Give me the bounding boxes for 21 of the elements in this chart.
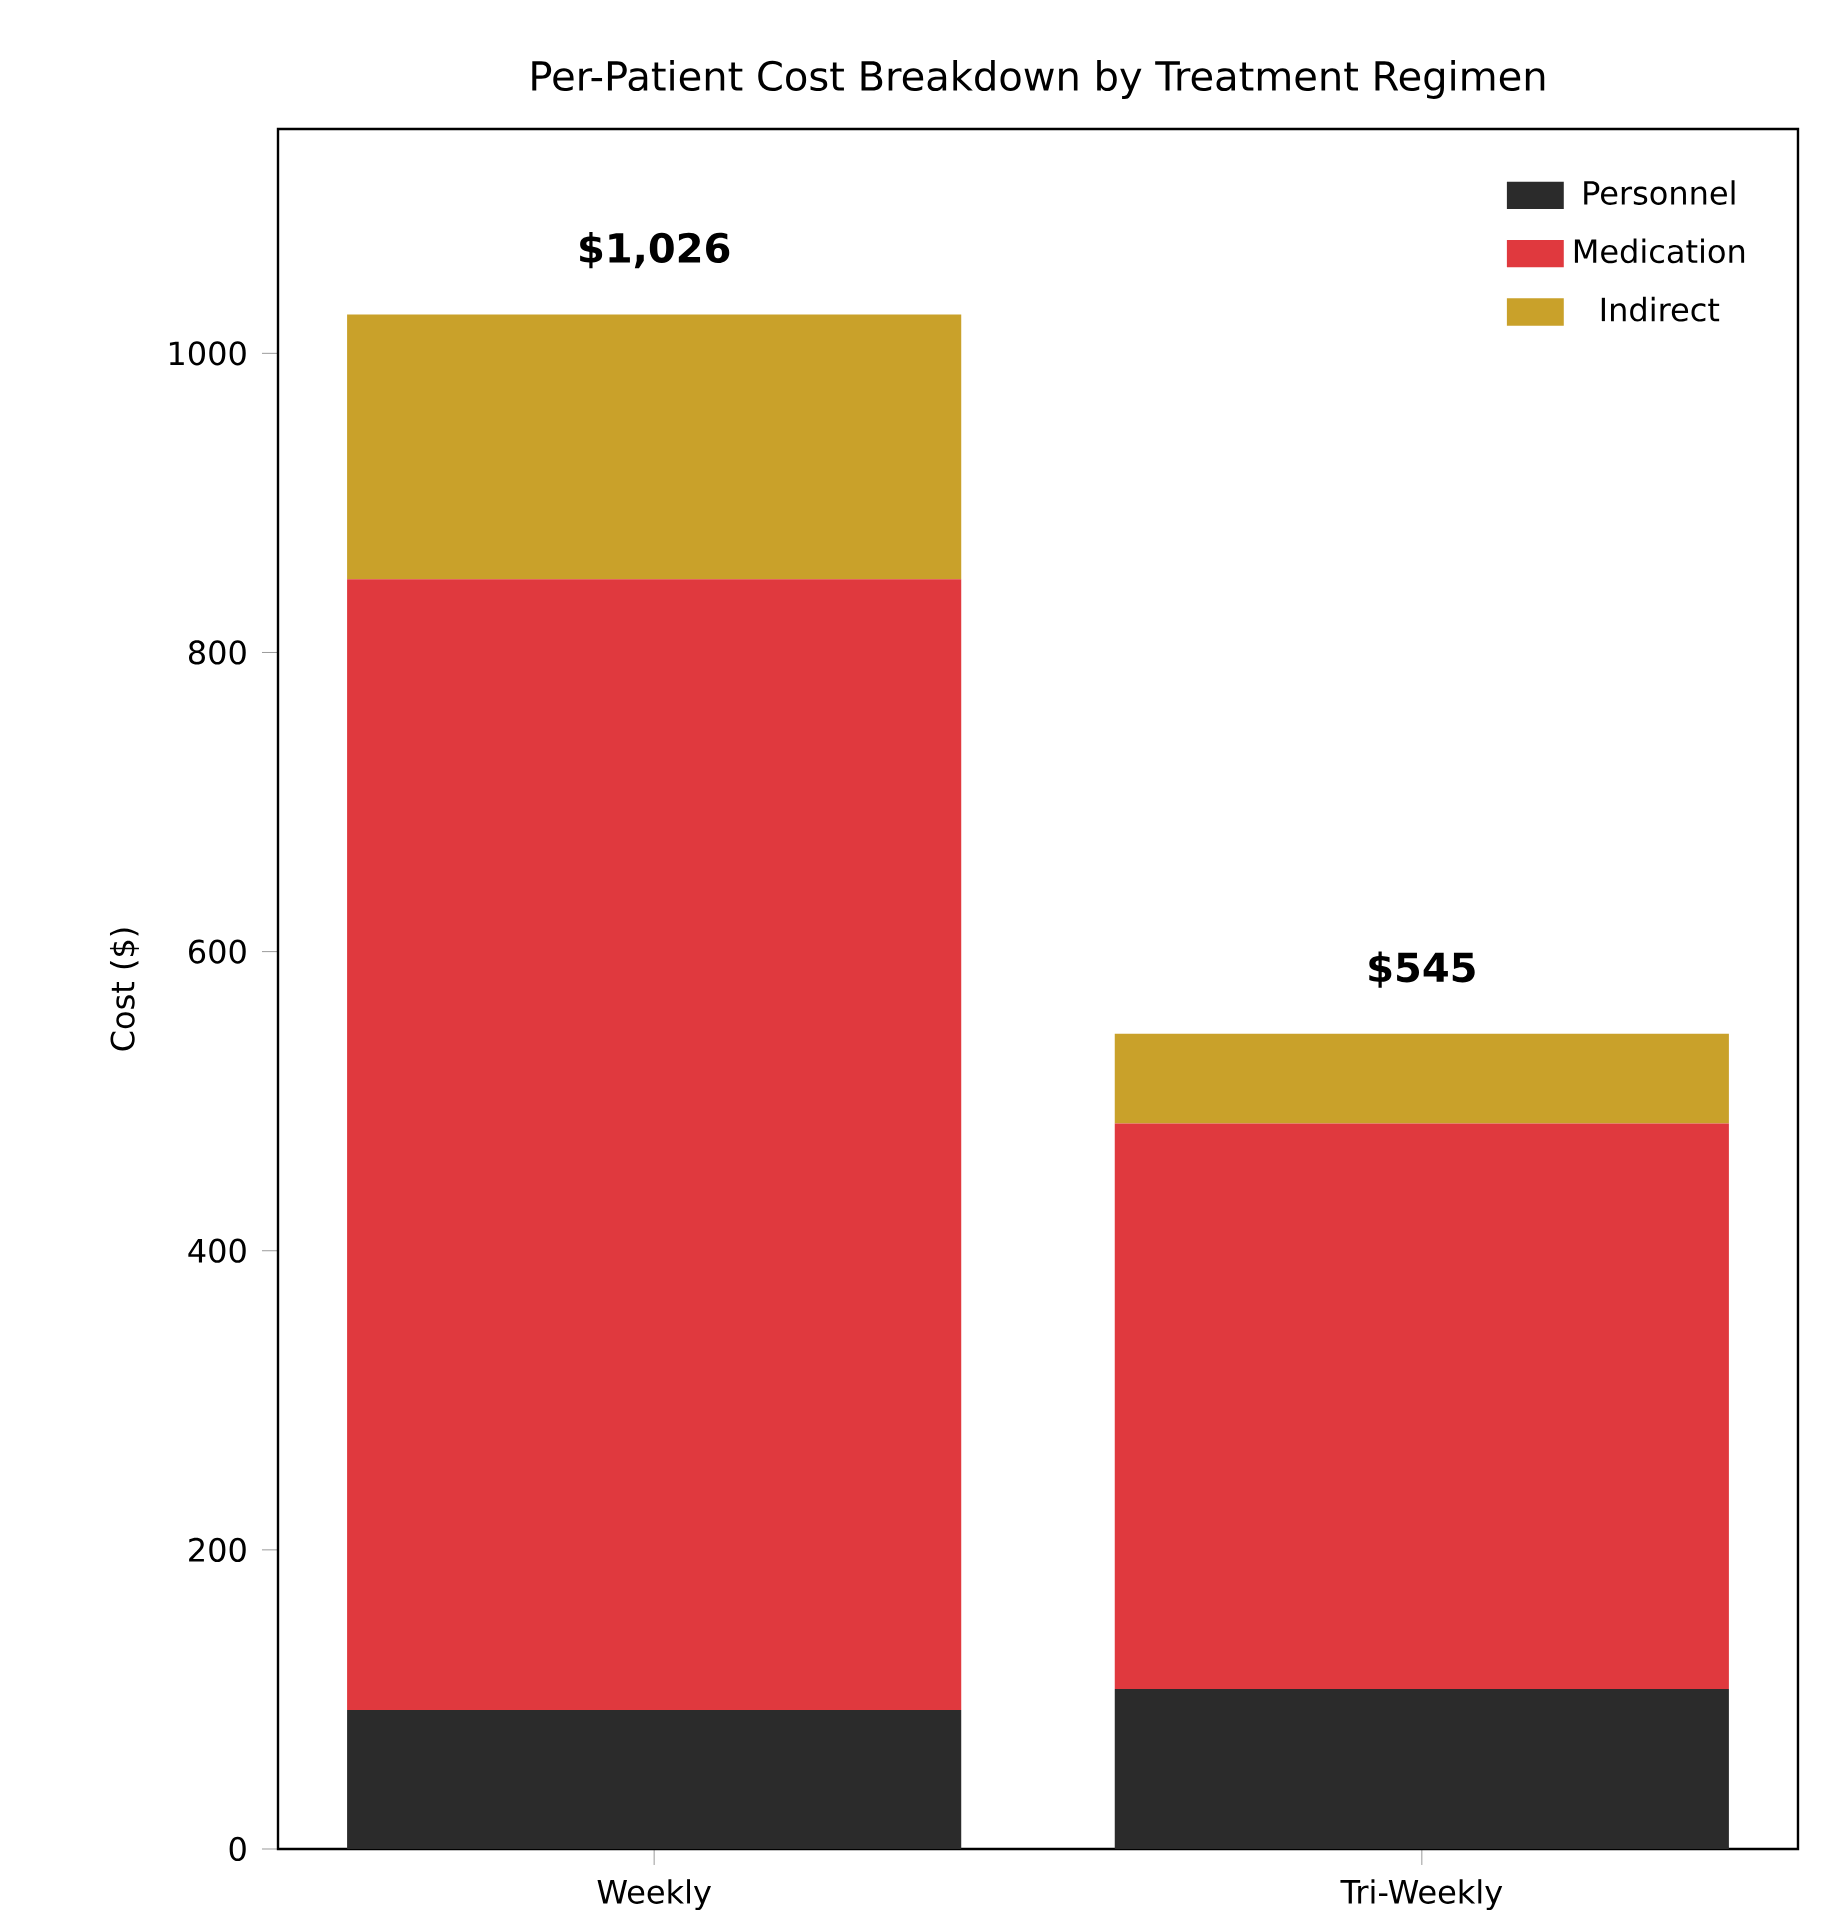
x-tick-label: Weekly — [597, 1879, 711, 1911]
total-label: $1,026 — [580, 232, 730, 269]
legend-label: Personnel — [1584, 180, 1735, 205]
x-tick-label: Tri-Weekly — [1340, 1879, 1503, 1911]
bar — [347, 314, 962, 580]
bar — [347, 579, 962, 1710]
bar — [1114, 1123, 1729, 1689]
total-label: $545 — [1369, 951, 1475, 988]
legend-label: Medication — [1574, 238, 1745, 264]
y-tick-label: 800 — [188, 640, 246, 665]
y-axis-title: Cost ($) — [109, 928, 139, 1051]
y-tick-label: 200 — [189, 1537, 246, 1562]
y-tick-label: 400 — [188, 1238, 246, 1263]
y-tick-label: 1000 — [169, 341, 246, 366]
y-tick-label: 600 — [189, 939, 246, 964]
y-tick-label: 0 — [229, 1836, 246, 1862]
bar — [1114, 1688, 1729, 1849]
legend-label: Indirect — [1601, 296, 1720, 322]
chart-title: Per-Patient Cost Breakdown by Treatment Regimen — [532, 60, 1545, 99]
bar — [1114, 1033, 1729, 1124]
bar — [347, 1709, 962, 1849]
